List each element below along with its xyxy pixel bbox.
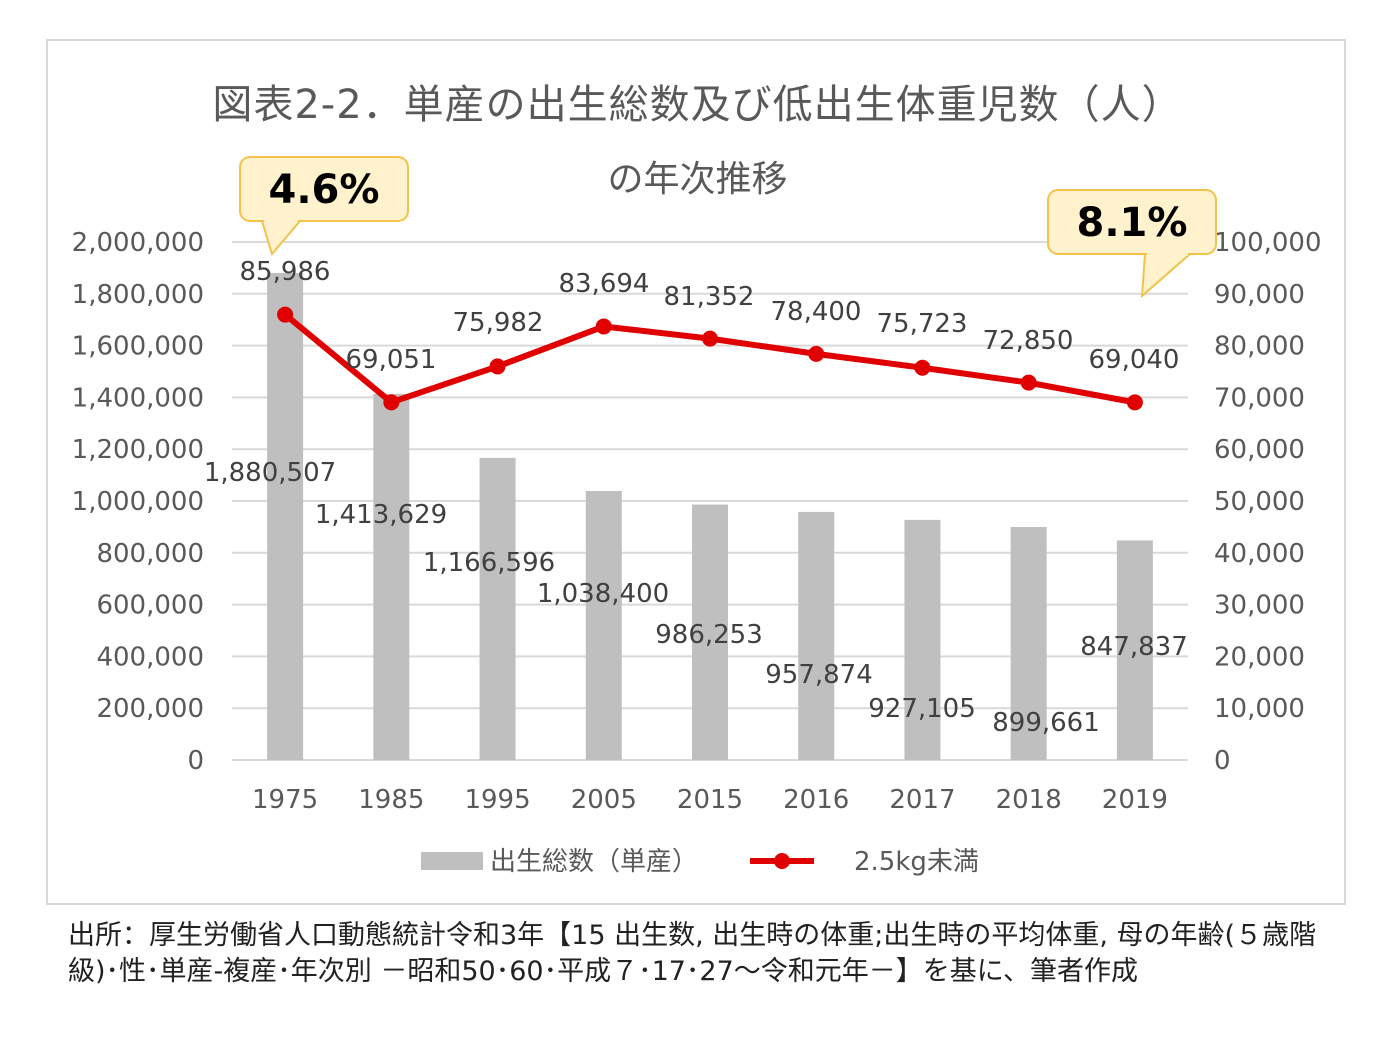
x-tick-label: 1995 [464,785,530,815]
y-left-tick-label: 2,000,000 [72,228,204,258]
line-point [277,306,294,323]
x-tick-label: 2018 [996,785,1062,815]
bar-data-label: 899,661 [992,708,1100,738]
line-point [489,358,506,375]
bar-data-label: 957,874 [765,660,873,690]
line-point [914,359,931,376]
bar-data-label: 847,837 [1080,632,1188,662]
bar [1116,540,1153,760]
line-data-label: 69,040 [1089,345,1180,375]
line-point [702,330,718,347]
legend-label-line: 2.5kg未満 [854,847,979,877]
y-left-tick-label: 0 [187,746,204,776]
bar-data-label: 1,880,507 [204,458,336,488]
x-tick-label: 2015 [677,785,743,815]
line-point [808,345,825,362]
bar [798,511,835,760]
bar [692,504,728,760]
callout-label: 8.1% [1077,200,1188,246]
line-point [1126,394,1143,411]
bar-data-label: 1,038,400 [537,579,669,609]
source-note: 出所：厚生労働省人口動態統計令和3年【15 出生数, 出生時の体重;出生時の平均… [68,920,1317,987]
y-right-tick-label: 50,000 [1214,487,1305,517]
y-right-tick-label: 20,000 [1214,642,1305,672]
y-right-tick-label: 30,000 [1214,591,1305,621]
y-left-tick-label: 1,200,000 [72,435,204,465]
x-tick-label: 2019 [1102,785,1168,815]
y-right-tick-label: 0 [1214,746,1231,776]
x-tick-label: 1985 [358,785,424,815]
bar [267,272,304,760]
y-right-tick-label: 40,000 [1214,539,1305,569]
y-left-tick-label: 1,000,000 [72,487,204,517]
y-right-tick-label: 100,000 [1214,228,1322,258]
callout-tail [1140,253,1193,299]
line-point [1020,374,1037,391]
x-tick-label: 2005 [571,785,637,815]
legend-label-bar: 出生総数（単産） [490,847,698,877]
line-data-label: 81,352 [664,282,755,312]
y-right-tick-label: 60,000 [1214,435,1305,465]
line-point [383,394,400,411]
callout-box [1047,189,1217,255]
y-left-tick-label: 200,000 [96,694,204,724]
y-left-tick-label: 800,000 [96,539,204,569]
callout-label: 4.6% [269,167,380,213]
x-tick-label: 2016 [783,785,849,815]
line-data-label: 69,051 [346,345,437,375]
y-left-tick-label: 600,000 [96,591,204,621]
line-data-label: 75,723 [877,309,968,339]
x-tick-label: 1975 [252,785,318,815]
bar-data-label: 986,253 [655,620,763,650]
y-left-tick-label: 1,800,000 [72,280,204,310]
callout-box [239,156,409,222]
bar [904,519,941,760]
bar [585,491,622,760]
bar-data-label: 1,166,596 [423,548,555,578]
y-left-tick-label: 1,400,000 [72,383,204,413]
y-right-tick-label: 10,000 [1214,694,1305,724]
chart-title-line1: 図表2-2．単産の出生総数及び低出生体重児数（人） [212,82,1183,128]
legend-swatch-bar [421,852,483,870]
line-data-label: 83,694 [559,269,650,299]
y-left-tick-label: 400,000 [96,642,204,672]
y-left-tick-label: 1,600,000 [72,332,204,362]
bar-data-label: 1,413,629 [315,500,447,530]
line-data-label: 75,982 [453,308,544,338]
y-right-tick-label: 80,000 [1214,332,1305,362]
line-data-label: 78,400 [771,297,862,327]
callout-tail [260,220,303,257]
bar [479,457,516,760]
y-right-tick-label: 70,000 [1214,383,1305,413]
legend-swatch-marker [774,853,790,869]
chart-title-line2: の年次推移 [607,159,788,200]
x-tick-label: 2017 [889,785,955,815]
line-point [595,318,612,335]
line-data-label: 85,986 [240,257,331,287]
bar-data-label: 927,105 [868,694,976,724]
bar [1010,526,1047,760]
y-right-tick-label: 90,000 [1214,280,1305,310]
line-data-label: 72,850 [983,326,1074,356]
bar [373,393,410,760]
